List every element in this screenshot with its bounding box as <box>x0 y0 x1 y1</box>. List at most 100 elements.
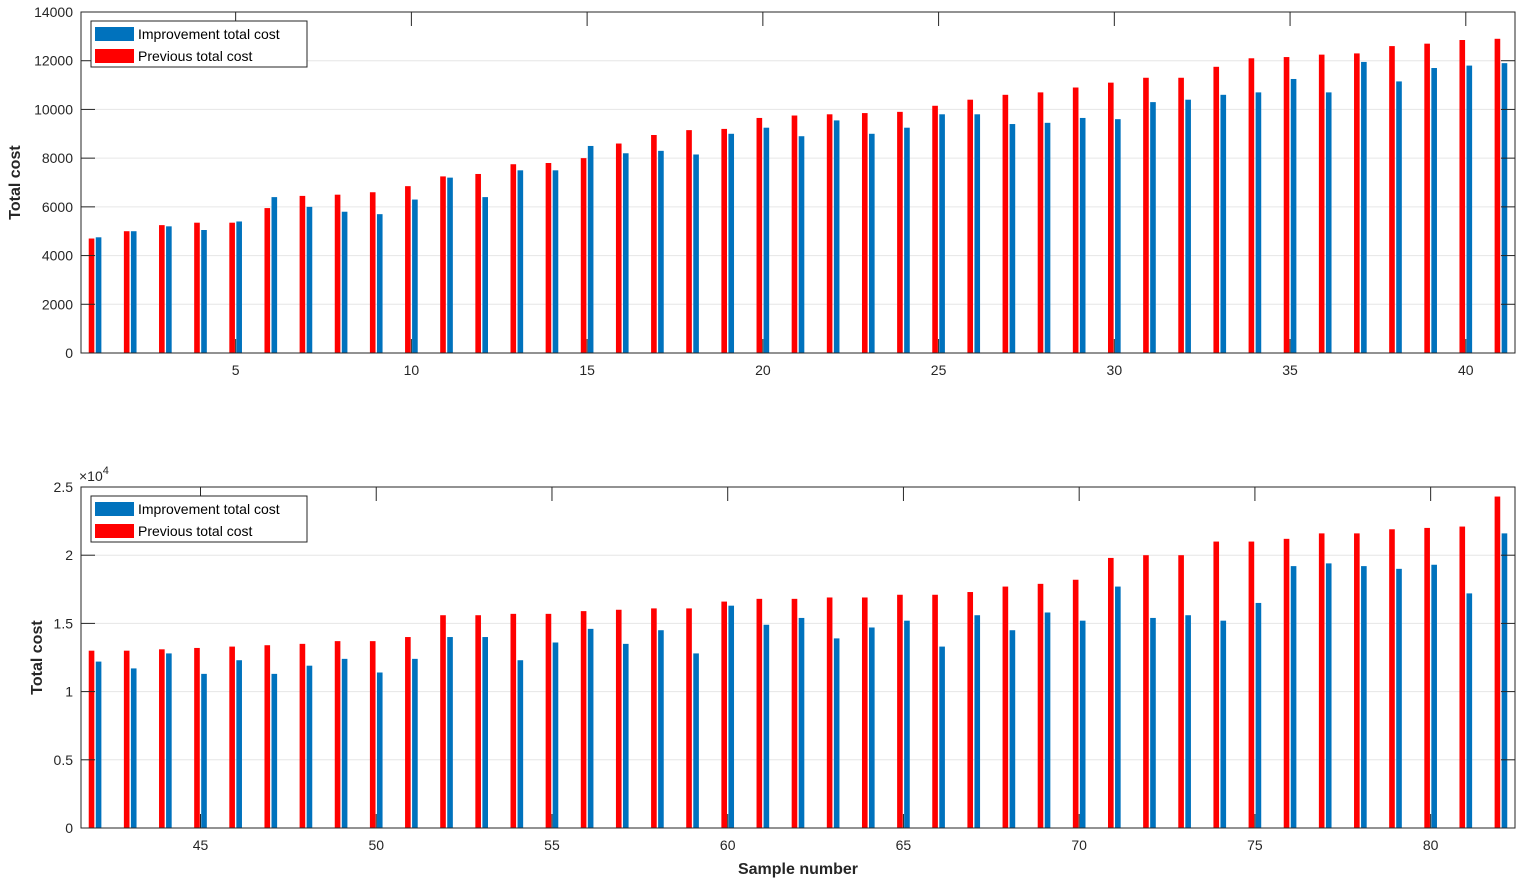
previous-bar <box>1389 46 1395 353</box>
previous-bar <box>897 594 903 828</box>
improvement-bar <box>1290 78 1297 353</box>
previous-bar <box>123 231 130 353</box>
previous-bar <box>580 158 587 353</box>
improvement-bar <box>376 672 383 828</box>
x-tick-label: 5 <box>232 362 240 378</box>
y-axis-label: Total cost <box>7 145 24 220</box>
previous-bar <box>1037 583 1044 828</box>
improvement-bar <box>974 615 981 828</box>
improvement-bar <box>412 658 418 828</box>
previous-bar <box>1354 53 1360 353</box>
previous-bar <box>159 225 165 354</box>
improvement-bar <box>1220 620 1227 828</box>
improvement-bar <box>517 660 524 828</box>
improvement-bar <box>763 127 770 353</box>
previous-bar <box>967 592 974 828</box>
previous-bar <box>756 598 763 828</box>
x-tick-label: 30 <box>1107 362 1123 378</box>
improvement-bar <box>658 150 664 353</box>
improvement-bar <box>974 114 981 353</box>
previous-bar <box>826 597 833 828</box>
improvement-bar <box>201 230 207 353</box>
improvement-bar <box>447 637 453 828</box>
previous-bar <box>1494 38 1501 353</box>
x-tick-label: 10 <box>404 362 420 378</box>
previous-bar <box>1178 77 1184 353</box>
previous-bar <box>369 192 376 353</box>
x-tick-label: 55 <box>544 837 560 853</box>
previous-bar <box>405 637 411 828</box>
improvement-bar <box>1466 65 1473 353</box>
improvement-bar <box>622 153 629 353</box>
axes-box <box>80 486 1516 829</box>
improvement-bar <box>271 673 278 828</box>
previous-bar <box>123 650 130 828</box>
improvement-bar <box>1009 124 1016 353</box>
previous-bar <box>615 609 622 828</box>
improvement-bar <box>1396 81 1402 354</box>
previous-bar <box>1459 40 1466 353</box>
improvement-bar <box>552 170 559 353</box>
y-tick-label: 2000 <box>42 296 73 312</box>
previous-bar <box>1002 586 1009 828</box>
improvement-bar <box>1431 68 1437 354</box>
improvement-bar <box>552 642 559 828</box>
previous-bar <box>756 117 763 353</box>
previous-bar <box>1248 541 1255 828</box>
previous-bar <box>721 601 727 828</box>
previous-bar <box>897 111 903 353</box>
y-tick-label: 0.5 <box>54 752 74 768</box>
legend-swatch <box>95 524 134 538</box>
previous-bar <box>369 641 376 828</box>
legend-swatch <box>95 27 134 41</box>
improvement-bar <box>341 658 348 828</box>
previous-bar <box>1354 533 1360 828</box>
improvement-bar <box>1185 615 1191 828</box>
improvement-bar <box>728 133 735 353</box>
improvement-bar <box>376 214 383 353</box>
improvement-bar <box>447 177 453 353</box>
improvement-bar <box>939 646 945 828</box>
improvement-bar <box>1115 119 1121 353</box>
previous-bar <box>334 194 341 353</box>
previous-bar <box>88 238 95 353</box>
y-tick-label: 8000 <box>42 150 73 166</box>
x-tick-label: 65 <box>896 837 912 853</box>
x-tick-label: 25 <box>931 362 947 378</box>
improvement-bar <box>1044 122 1051 353</box>
previous-bar <box>580 611 587 828</box>
previous-bar <box>1248 58 1255 353</box>
previous-bar <box>1494 496 1501 828</box>
y-tick-label: 12000 <box>34 53 73 69</box>
previous-bar <box>791 115 798 354</box>
previous-bar <box>1213 66 1220 354</box>
x-tick-label: 80 <box>1423 837 1439 853</box>
previous-bar <box>1318 54 1325 354</box>
previous-bar <box>1143 77 1149 353</box>
improvement-bar <box>693 154 699 353</box>
previous-bar <box>440 176 446 353</box>
improvement-bar <box>658 630 664 828</box>
x-tick-label: 70 <box>1071 837 1087 853</box>
improvement-bar <box>1501 533 1508 828</box>
axes-box <box>80 11 1516 354</box>
previous-bar <box>159 649 165 828</box>
improvement-bar <box>833 120 840 353</box>
improvement-bar <box>1079 620 1086 828</box>
improvement-bar <box>587 145 594 353</box>
improvement-bar <box>798 617 805 828</box>
x-tick-label: 15 <box>579 362 595 378</box>
improvement-bar <box>1396 568 1402 828</box>
y-exponent-label: ×104 <box>79 465 109 484</box>
improvement-bar <box>1361 566 1367 828</box>
improvement-bar <box>236 221 242 353</box>
previous-bar <box>967 99 974 353</box>
previous-bar <box>545 613 552 828</box>
exponent-base: ×10 <box>79 468 103 484</box>
previous-bar <box>1213 541 1220 828</box>
improvement-bar <box>798 136 805 353</box>
improvement-bar <box>939 114 945 353</box>
improvement-bar <box>904 620 910 828</box>
x-tick-label: 60 <box>720 837 736 853</box>
